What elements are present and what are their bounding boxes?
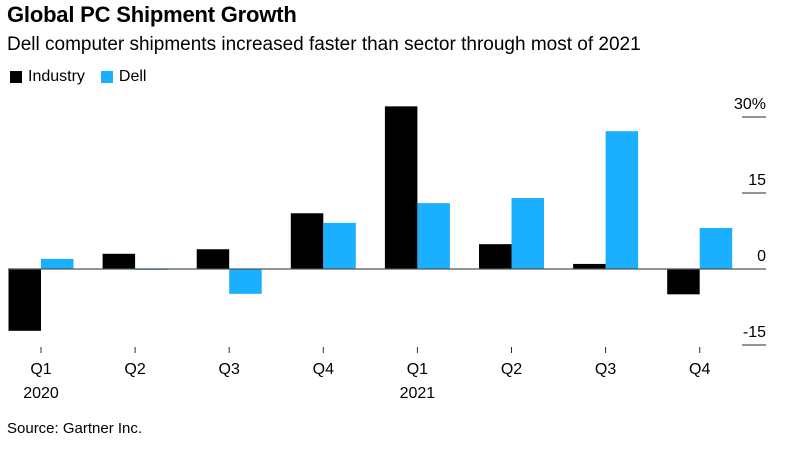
x-tick-label: Q3 [219,361,240,378]
legend-swatch-industry [10,71,22,83]
bar-dell-0 [41,258,74,269]
bar-industry-2 [196,249,230,269]
x-tick-label: Q4 [689,361,710,378]
x-tick-label: Q1 [30,361,51,378]
x-group-label: 2021 [400,385,436,402]
bar-industry-6 [573,263,606,269]
bar-dell-2 [229,269,262,294]
chart-title: Global PC Shipment Growth [7,2,297,27]
bar-industry-0 [8,269,41,331]
x-tick-label: Q1 [407,361,428,378]
x-tick-label: Q4 [313,361,334,378]
legend-swatch-dell [100,71,113,83]
y-tick-label: -15 [743,324,766,341]
bar-dell-6 [605,131,639,269]
x-tick-label: Q2 [124,361,145,378]
bar-industry-7 [667,269,700,295]
y-tick-label: 15 [748,172,766,189]
chart-subtitle: Dell computer shipments increased faster… [7,34,641,55]
legend-label-dell: Dell [118,68,147,85]
legend-item-dell: Dell [100,68,147,86]
y-tick-label: 0 [757,248,766,265]
legend-label-industry: Industry [28,68,85,85]
legend: Industry Dell [10,68,162,86]
bar-industry-5 [479,244,512,269]
bar-industry-4 [384,106,418,269]
bar-dell-5 [511,198,544,269]
y-tick-label: 30% [734,96,766,113]
source-note: Source: Gartner Inc. [7,420,143,437]
bar-dell-3 [323,222,356,269]
x-tick-label: Q2 [501,361,522,378]
bar-dell-7 [699,227,733,269]
bar-dell-4 [417,203,450,269]
x-group-label: 2020 [23,385,59,402]
bar-industry-1 [102,253,136,269]
x-tick-label: Q3 [595,361,616,378]
bar-industry-3 [290,213,324,269]
legend-item-industry: Industry [10,68,85,86]
